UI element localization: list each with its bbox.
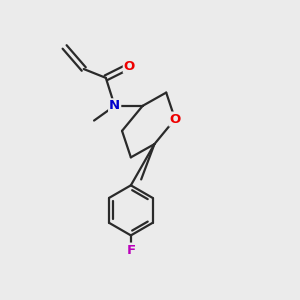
Text: O: O <box>169 112 181 126</box>
Text: O: O <box>124 60 135 73</box>
Text: F: F <box>126 244 135 256</box>
Text: N: N <box>109 99 120 112</box>
